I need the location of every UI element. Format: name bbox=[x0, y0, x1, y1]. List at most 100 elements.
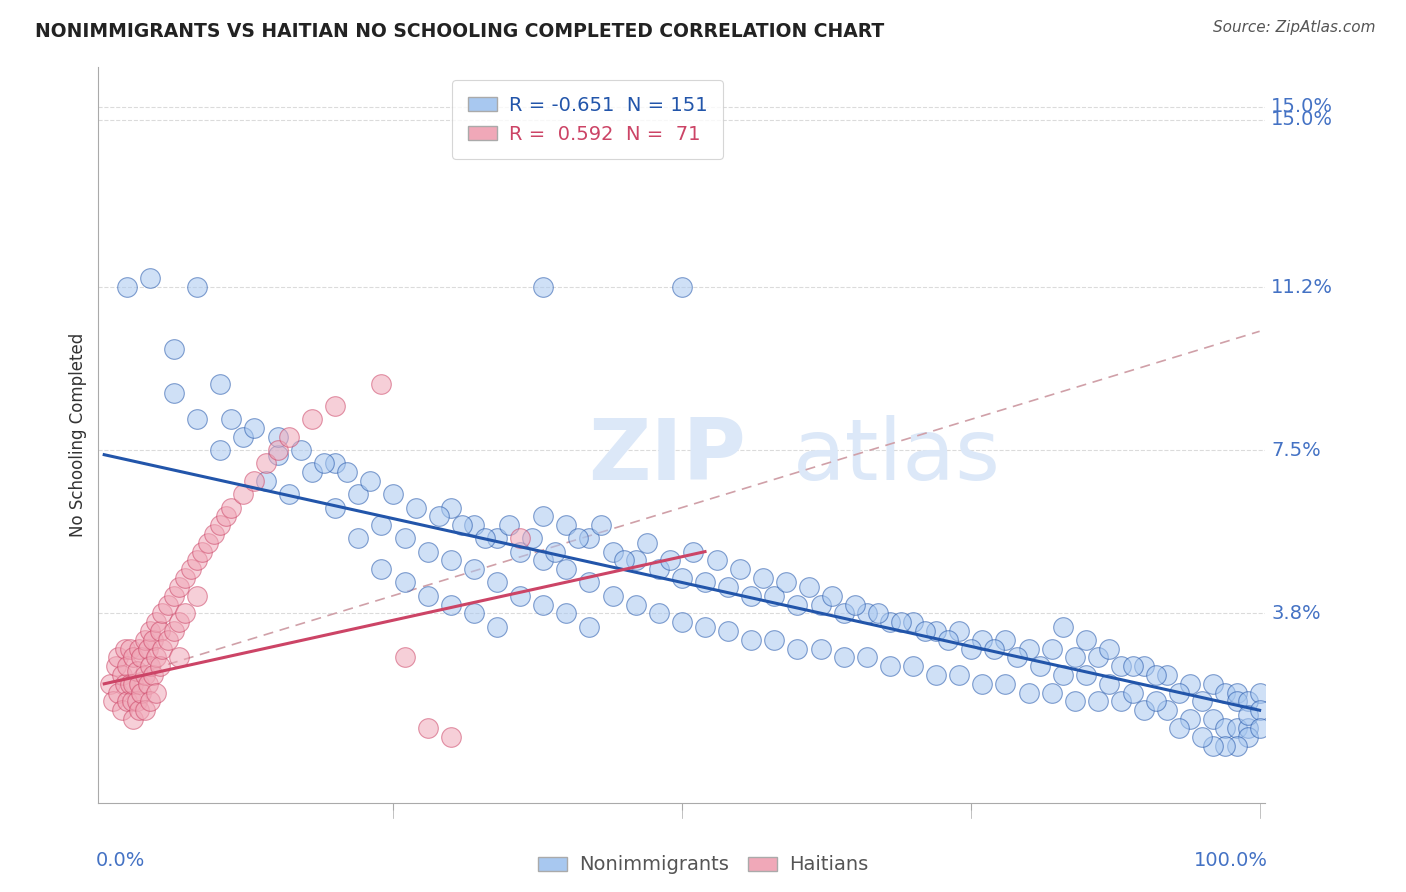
Point bbox=[416, 721, 439, 735]
Point bbox=[775, 575, 797, 590]
Point bbox=[832, 650, 855, 665]
Point bbox=[728, 562, 751, 576]
Point bbox=[125, 694, 148, 708]
Point bbox=[740, 589, 762, 603]
Legend: Nonimmigrants, Haitians: Nonimmigrants, Haitians bbox=[530, 847, 876, 882]
Point bbox=[323, 500, 346, 515]
Point bbox=[134, 632, 156, 647]
Point bbox=[972, 632, 994, 647]
Point bbox=[1156, 668, 1178, 682]
Point bbox=[1076, 668, 1098, 682]
Point bbox=[118, 641, 141, 656]
Point bbox=[1052, 668, 1074, 682]
Point bbox=[752, 571, 775, 585]
Point bbox=[110, 668, 132, 682]
Point bbox=[440, 730, 463, 744]
Point bbox=[602, 544, 624, 558]
Point bbox=[844, 598, 866, 612]
Point bbox=[578, 532, 600, 546]
Point bbox=[648, 607, 671, 621]
Point bbox=[162, 624, 184, 638]
Point bbox=[1040, 685, 1063, 699]
Point bbox=[214, 509, 236, 524]
Point bbox=[948, 624, 970, 638]
Point bbox=[1133, 703, 1156, 717]
Point bbox=[117, 280, 139, 294]
Point bbox=[1098, 641, 1121, 656]
Point bbox=[347, 487, 370, 501]
Point bbox=[624, 598, 647, 612]
Point bbox=[486, 575, 509, 590]
Point bbox=[925, 668, 948, 682]
Point bbox=[1063, 694, 1085, 708]
Point bbox=[186, 412, 208, 426]
Point bbox=[136, 641, 159, 656]
Point bbox=[301, 412, 323, 426]
Point bbox=[797, 580, 820, 594]
Point bbox=[359, 474, 381, 488]
Point bbox=[323, 399, 346, 413]
Point bbox=[266, 443, 288, 458]
Point bbox=[1225, 694, 1247, 708]
Point bbox=[174, 571, 197, 585]
Point bbox=[243, 474, 266, 488]
Point bbox=[405, 500, 427, 515]
Point bbox=[1167, 721, 1189, 735]
Point bbox=[117, 694, 139, 708]
Point bbox=[994, 677, 1017, 691]
Point bbox=[1167, 685, 1189, 699]
Point bbox=[1180, 677, 1202, 691]
Point bbox=[150, 641, 173, 656]
Point bbox=[129, 650, 152, 665]
Point bbox=[994, 632, 1017, 647]
Point bbox=[149, 659, 172, 673]
Point bbox=[1087, 650, 1109, 665]
Point bbox=[740, 632, 762, 647]
Point bbox=[186, 589, 208, 603]
Point bbox=[1237, 721, 1260, 735]
Text: Source: ZipAtlas.com: Source: ZipAtlas.com bbox=[1212, 20, 1375, 35]
Point bbox=[1018, 641, 1040, 656]
Text: NONIMMIGRANTS VS HAITIAN NO SCHOOLING COMPLETED CORRELATION CHART: NONIMMIGRANTS VS HAITIAN NO SCHOOLING CO… bbox=[35, 22, 884, 41]
Point bbox=[125, 664, 148, 678]
Point bbox=[191, 544, 214, 558]
Point bbox=[520, 532, 543, 546]
Point bbox=[1213, 739, 1236, 753]
Point bbox=[186, 553, 208, 567]
Point bbox=[1237, 707, 1260, 722]
Point bbox=[901, 659, 924, 673]
Point bbox=[139, 659, 162, 673]
Point bbox=[1202, 677, 1225, 691]
Point bbox=[145, 615, 167, 629]
Point bbox=[394, 650, 416, 665]
Point bbox=[936, 632, 959, 647]
Point bbox=[855, 607, 877, 621]
Point bbox=[243, 421, 266, 435]
Point bbox=[914, 624, 936, 638]
Point bbox=[103, 694, 125, 708]
Point bbox=[983, 641, 1005, 656]
Point bbox=[1202, 712, 1225, 726]
Point bbox=[1121, 685, 1143, 699]
Point bbox=[186, 280, 208, 294]
Point bbox=[290, 443, 312, 458]
Point bbox=[118, 677, 141, 691]
Point bbox=[1052, 619, 1074, 633]
Point bbox=[1191, 730, 1213, 744]
Point bbox=[1213, 721, 1236, 735]
Point bbox=[180, 562, 202, 576]
Point bbox=[1237, 694, 1260, 708]
Point bbox=[567, 532, 589, 546]
Point bbox=[98, 677, 121, 691]
Point bbox=[370, 518, 392, 533]
Point bbox=[613, 553, 636, 567]
Point bbox=[693, 619, 716, 633]
Point bbox=[128, 677, 150, 691]
Point bbox=[810, 598, 832, 612]
Point bbox=[671, 615, 693, 629]
Point bbox=[879, 615, 901, 629]
Point bbox=[531, 553, 554, 567]
Point bbox=[104, 659, 127, 673]
Point bbox=[1133, 659, 1156, 673]
Point bbox=[142, 632, 165, 647]
